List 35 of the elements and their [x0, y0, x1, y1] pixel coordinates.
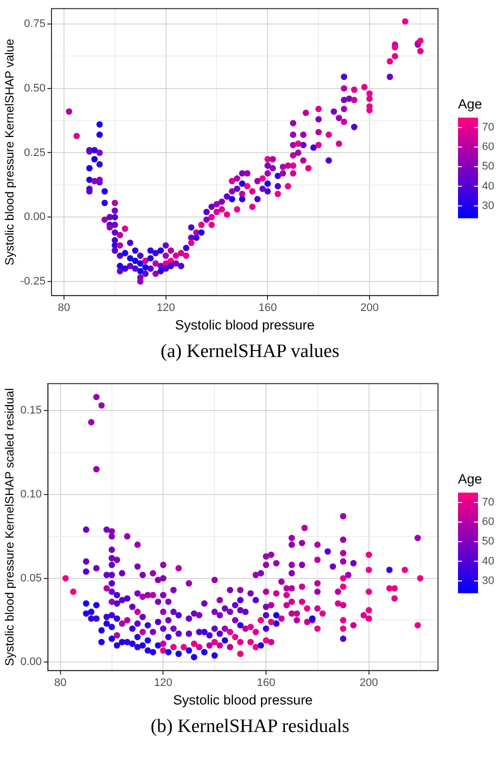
x-axis-title: Systolic blood pressure	[173, 692, 313, 708]
color-bar-title: Age	[458, 96, 482, 112]
x-tick-label: 80	[58, 302, 70, 314]
x-tick-label: 120	[154, 677, 172, 690]
color-bar-label: 60	[482, 141, 494, 154]
color-bar-label: 50	[482, 160, 494, 173]
text: (b) KernelSHAP residuals	[150, 715, 350, 739]
y-axis-title: Systolic blood pressure KernelSHAP scaled residual	[2, 388, 17, 666]
y-tick-label: 0.00	[24, 211, 46, 224]
x-tick-label: 160	[256, 677, 276, 690]
x-tick-label: 200	[360, 302, 379, 314]
color-bar-label: 70	[482, 121, 494, 134]
y-tick-label: 0.15	[20, 404, 42, 416]
color-bar-label: 40	[482, 180, 494, 192]
y-tick-label: 0.10	[20, 488, 42, 500]
color-bar-title: Age	[458, 472, 482, 487]
color-bar-label: 70	[482, 496, 494, 508]
x-tick-label: 80	[54, 677, 67, 690]
color-bar-label: 30	[482, 200, 494, 212]
y-tick-label: 0.75	[24, 18, 46, 30]
y-tick-label: 0.00	[20, 656, 42, 668]
color-bar-label: 60	[482, 516, 494, 528]
y-tick-label: 0.50	[24, 82, 46, 94]
x-tick-label: 120	[156, 302, 175, 314]
x-tick-label: 200	[360, 677, 378, 690]
text: (a) KernelSHAP values	[160, 340, 340, 364]
x-axis-title: Systolic blood pressure	[174, 318, 315, 333]
y-tick-label: -0.25	[20, 275, 46, 288]
y-tick-label: 0.25	[24, 146, 46, 159]
x-tick-label: 160	[258, 302, 277, 314]
color-bar-label: 50	[482, 536, 494, 548]
y-axis-title: Systolic blood pressure KernelSHAP value	[2, 38, 17, 266]
color-bar-label: 40	[482, 555, 494, 568]
color-bar-label: 30	[482, 574, 494, 587]
y-tick-label: 0.05	[20, 572, 42, 584]
